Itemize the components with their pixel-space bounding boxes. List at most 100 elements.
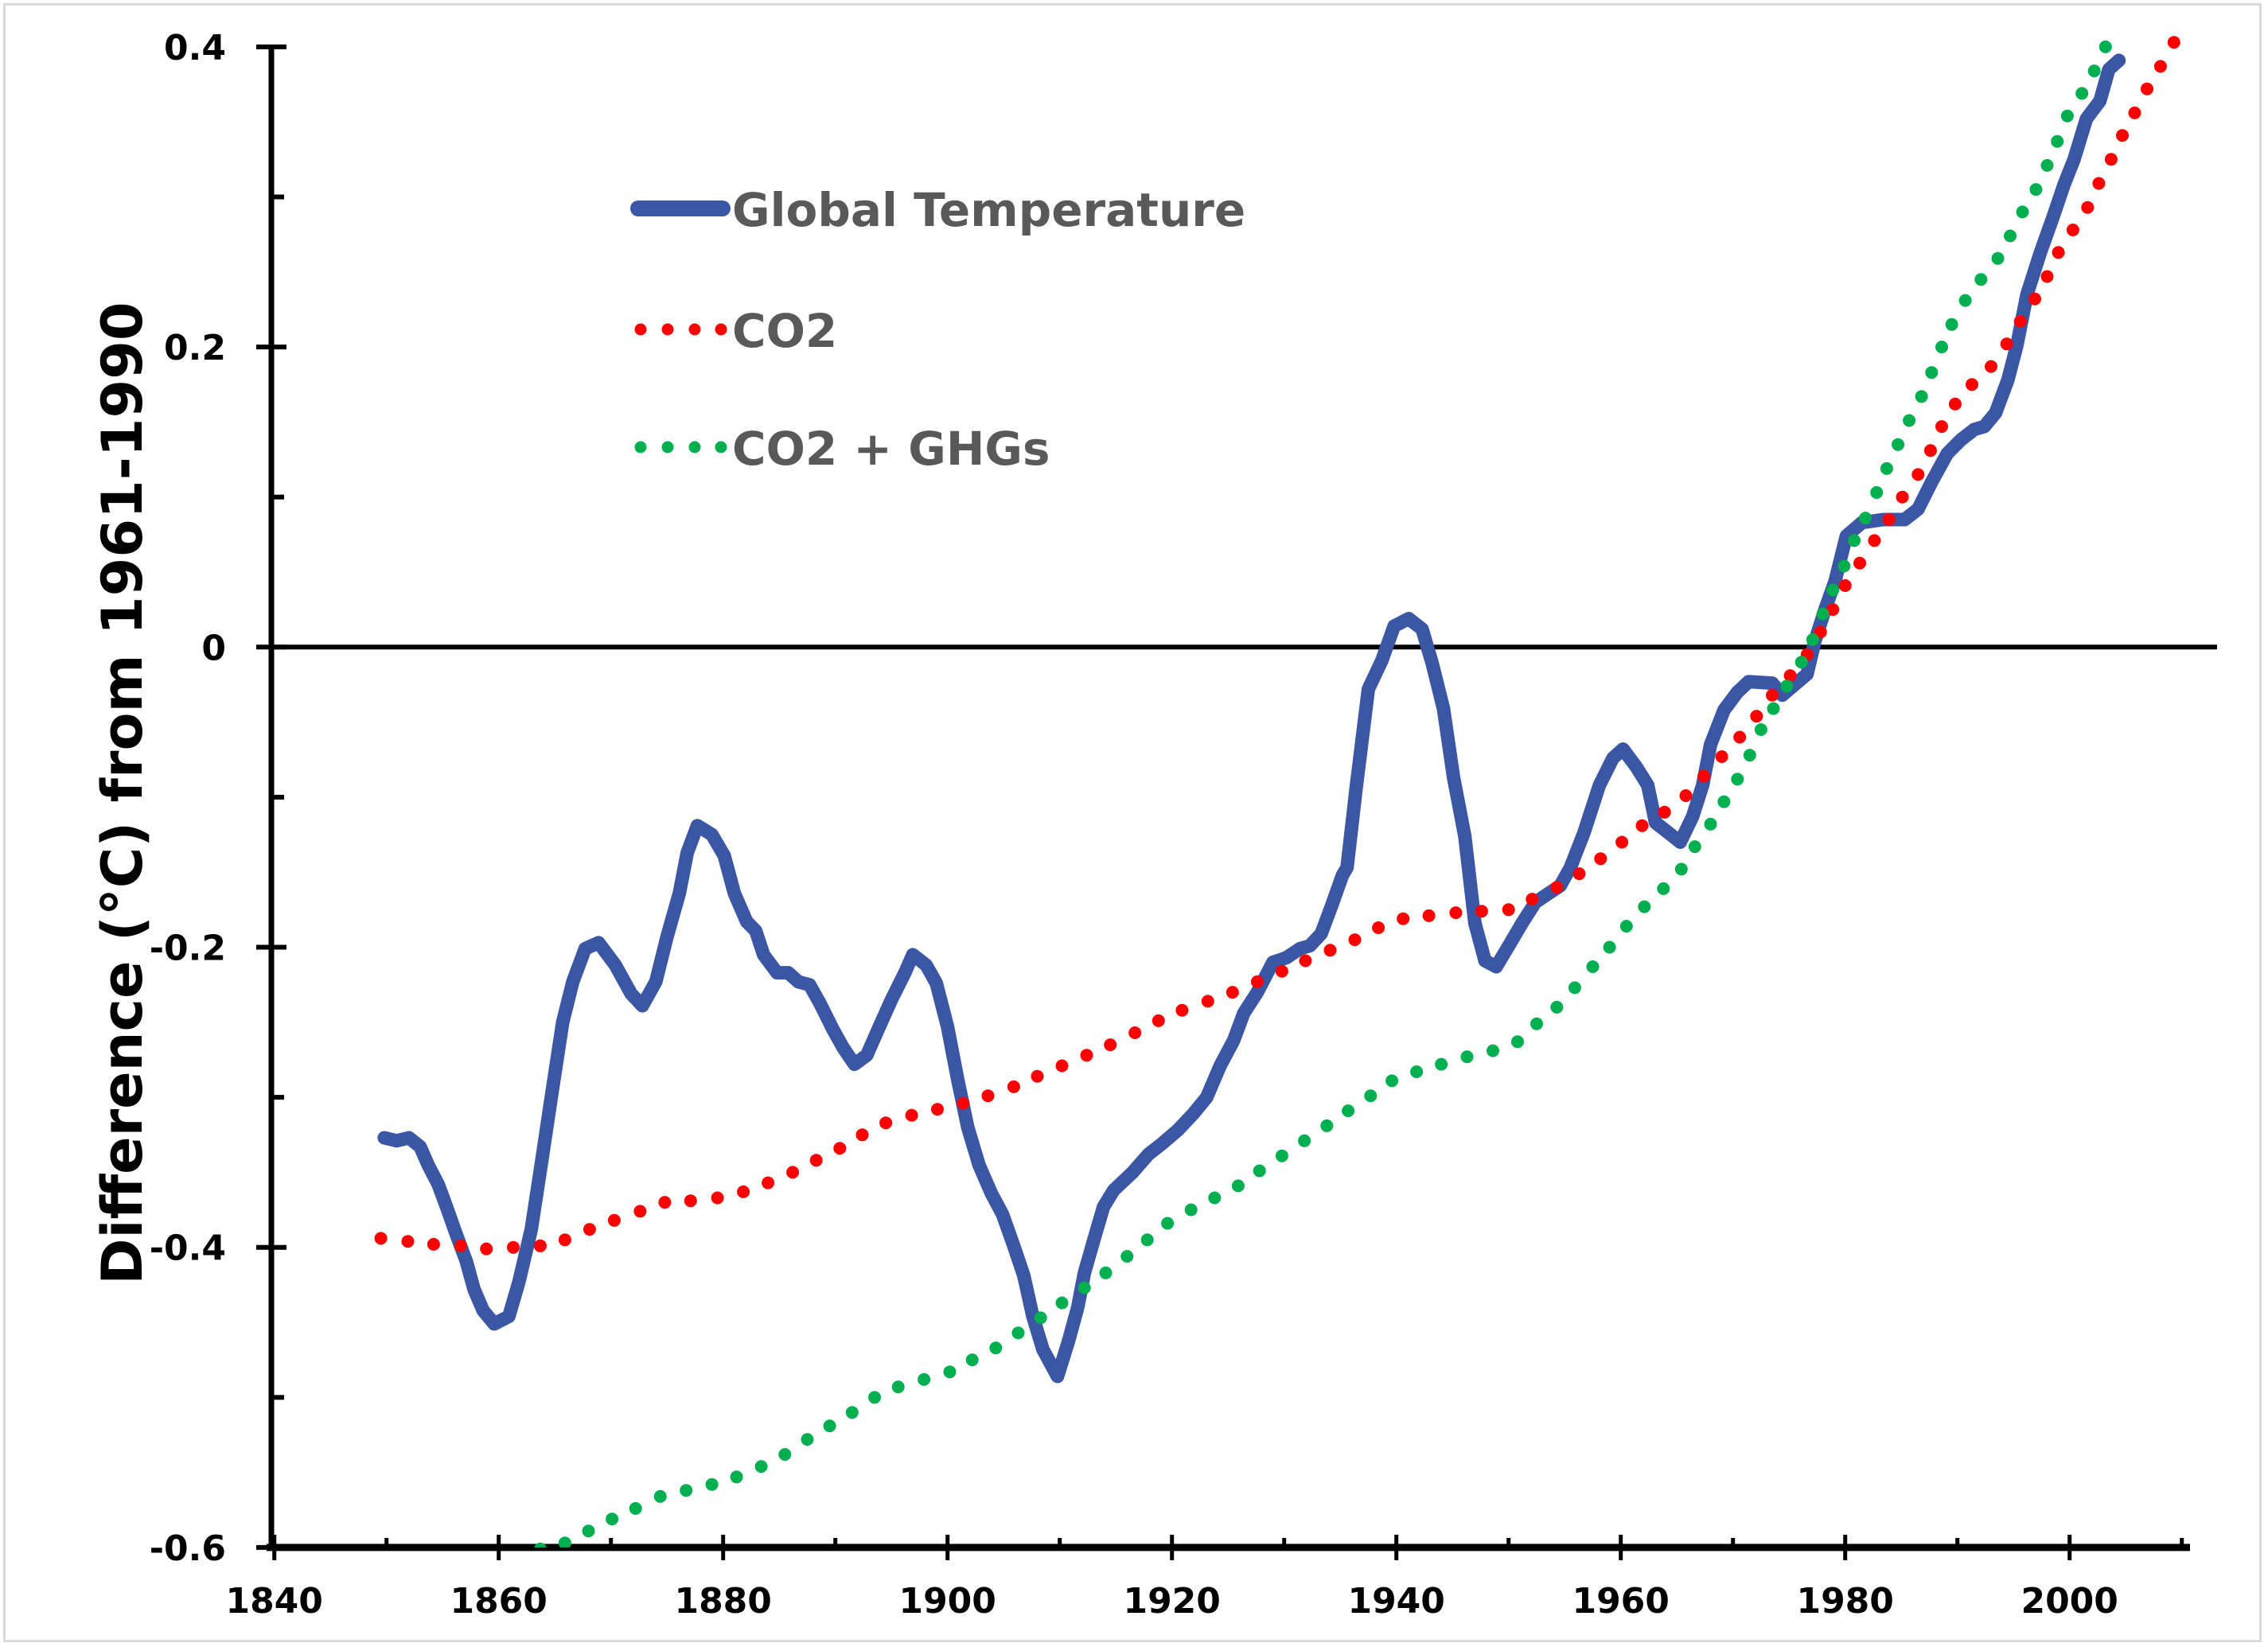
data-point [1410,1065,1424,1078]
data-point [809,1154,823,1167]
data-point [1385,1074,1399,1088]
data-point [1991,251,2005,265]
data-point [1055,1296,1069,1310]
data-point [1896,490,1909,504]
data-point [1859,512,1872,525]
series-co2-ghgs [534,40,2112,1548]
data-point [1848,534,1861,547]
data-point [1674,862,1688,876]
data-point [1750,710,1763,723]
series-layer [374,36,2180,1548]
data-point [1201,995,1214,1008]
data-point [653,1489,667,1503]
data-point [1526,893,1539,906]
data-point [1853,556,1866,570]
data-point [1320,1119,1334,1132]
data-point [845,1406,859,1419]
data-point [658,1196,672,1209]
data-point [965,1353,979,1367]
data-point [1550,881,1564,894]
data-point [2092,177,2106,190]
data-point [680,1484,693,1497]
y-axis-title: Difference (°C) from 1961-1990 [90,302,155,1284]
data-point [2060,109,2074,123]
data-point [1299,954,1312,968]
data-point [1870,486,1884,499]
data-point [1892,438,1904,451]
data-point [1250,975,1264,988]
data-point [754,1460,768,1474]
data-point [454,1239,467,1252]
data-point [1733,730,1747,744]
x-tick-label: 2000 [2021,1581,2118,1622]
data-point [1795,656,1808,669]
data-point [1184,1203,1198,1217]
data-point [1104,1038,1117,1052]
data-point [1635,819,1649,832]
data-point [2153,60,2167,73]
data-point [1754,723,1767,736]
data-point [1323,944,1337,957]
data-point [1717,795,1731,808]
data-point [1615,835,1629,849]
data-point [427,1237,440,1251]
data-point [879,1116,893,1130]
data-point [1080,1049,1093,1062]
data-point [1120,1250,1134,1263]
data-point [2128,106,2141,119]
data-point [1275,964,1288,978]
data-point [1915,390,1928,403]
data-point [1911,468,1925,481]
data-point [1502,903,1515,917]
data-point [1226,986,1239,999]
data-point [705,1478,719,1491]
x-tick-label: 1860 [450,1581,547,1622]
data-point [2040,270,2054,283]
legend-swatch-dot [715,323,727,336]
data-point [1814,625,1827,639]
data-point [1679,789,1693,802]
data-point [2016,205,2029,219]
data-point [1568,981,1581,995]
data-point [1619,920,1633,933]
data-point [1837,559,1851,573]
data-point [1697,769,1710,783]
data-point [801,1433,814,1446]
data-point [1826,583,1840,597]
legend-swatch-dot [688,441,701,454]
series-global-temperature [377,53,2126,1384]
data-point [1422,909,1436,922]
data-point [1397,912,1410,925]
chart-frame [3,3,2262,1642]
data-point [2000,337,2013,351]
data-point [931,1103,944,1116]
data-point [2104,153,2118,166]
data-point [1806,633,1819,646]
data-point [2029,183,2043,197]
data-point [2116,129,2129,142]
data-point [1161,1217,1175,1230]
data-point [1816,607,1830,621]
data-point [1007,1080,1020,1093]
data-point [1275,1149,1288,1162]
data-point [762,1176,775,1190]
data-point [1487,1044,1499,1057]
data-point [730,1470,743,1484]
data-point [1011,1326,1025,1340]
data-point [684,1194,697,1208]
legend-item: CO2 [634,304,837,358]
legend-swatch-dot [661,323,674,336]
data-point [1882,513,1896,526]
data-point [1767,702,1780,715]
y-tick-label: -0.2 [150,929,226,969]
legend-item: Global Temperature [630,183,1245,237]
legend-swatch-dot [715,441,727,454]
x-tick-label: 1840 [225,1581,322,1622]
data-point [1985,360,1997,373]
data-point [737,1185,750,1198]
data-point [1948,397,1962,411]
data-point [1958,294,1972,307]
data-point [1704,817,1717,831]
data-point [2052,246,2065,259]
data-point [1372,921,1385,934]
